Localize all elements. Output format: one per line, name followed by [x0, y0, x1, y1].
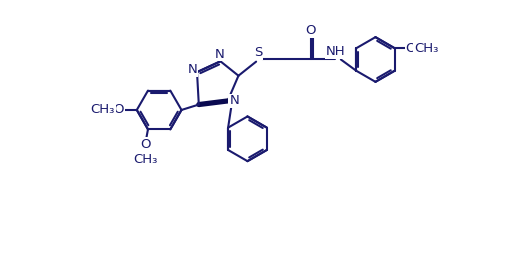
Text: O: O — [114, 104, 124, 116]
Text: O: O — [305, 24, 316, 37]
Text: O: O — [140, 138, 150, 151]
Text: S: S — [254, 46, 262, 59]
Text: N: N — [188, 63, 198, 76]
Text: CH₃: CH₃ — [133, 153, 157, 166]
Text: NH: NH — [326, 45, 346, 58]
Text: O: O — [406, 42, 416, 55]
Text: CH₃: CH₃ — [414, 42, 439, 55]
Text: CH₃: CH₃ — [90, 104, 115, 116]
Text: N: N — [215, 48, 225, 61]
Text: N: N — [229, 95, 239, 107]
